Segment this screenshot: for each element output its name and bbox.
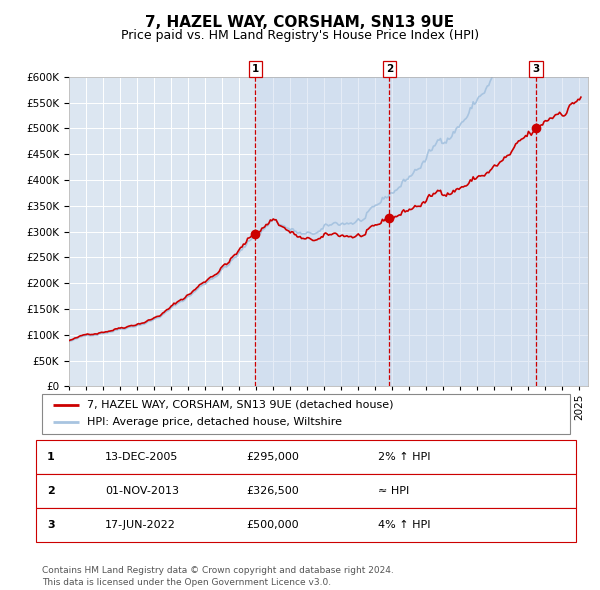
Text: 01-NOV-2013: 01-NOV-2013 <box>105 486 179 496</box>
Text: 1: 1 <box>252 64 259 74</box>
Text: 3: 3 <box>47 520 55 530</box>
Text: 3: 3 <box>533 64 540 74</box>
Text: 2% ↑ HPI: 2% ↑ HPI <box>378 452 431 461</box>
Text: ≈ HPI: ≈ HPI <box>378 486 409 496</box>
FancyBboxPatch shape <box>42 394 570 434</box>
Text: 17-JUN-2022: 17-JUN-2022 <box>105 520 176 530</box>
Text: £326,500: £326,500 <box>246 486 299 496</box>
Text: 7, HAZEL WAY, CORSHAM, SN13 9UE (detached house): 7, HAZEL WAY, CORSHAM, SN13 9UE (detache… <box>87 400 394 410</box>
Text: 1: 1 <box>47 452 55 461</box>
Text: £500,000: £500,000 <box>246 520 299 530</box>
Text: 2: 2 <box>47 486 55 496</box>
Text: 4% ↑ HPI: 4% ↑ HPI <box>378 520 431 530</box>
Text: £295,000: £295,000 <box>246 452 299 461</box>
Text: 2: 2 <box>386 64 393 74</box>
Text: 7, HAZEL WAY, CORSHAM, SN13 9UE: 7, HAZEL WAY, CORSHAM, SN13 9UE <box>145 15 455 30</box>
Text: Price paid vs. HM Land Registry's House Price Index (HPI): Price paid vs. HM Land Registry's House … <box>121 30 479 42</box>
Text: HPI: Average price, detached house, Wiltshire: HPI: Average price, detached house, Wilt… <box>87 417 342 427</box>
Bar <box>536 77 588 386</box>
Text: Contains HM Land Registry data © Crown copyright and database right 2024.
This d: Contains HM Land Registry data © Crown c… <box>42 566 394 587</box>
Bar <box>256 77 389 386</box>
Text: 13-DEC-2005: 13-DEC-2005 <box>105 452 178 461</box>
Bar <box>389 77 536 386</box>
